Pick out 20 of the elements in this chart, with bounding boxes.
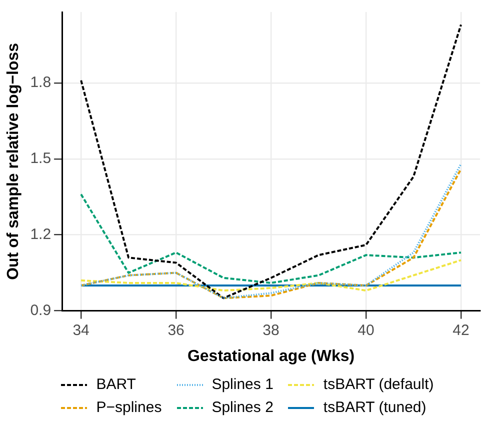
legend-label: tsBART (default): [323, 376, 434, 393]
y-tick-label: 1.5: [30, 150, 52, 168]
line-series: [80, 24, 462, 300]
y-tick-label: 1.8: [30, 74, 52, 92]
line-series: [80, 193, 462, 284]
x-tick-label: 38: [262, 322, 280, 339]
x-tick-label: 42: [452, 322, 470, 339]
x-axis-title: Gestational age (Wks): [187, 348, 355, 365]
legend-label: P−splines: [96, 399, 162, 416]
line-series: [80, 259, 462, 292]
legend-label: Splines 2: [212, 399, 274, 416]
legend-label: Splines 1: [212, 376, 274, 393]
x-tick-label: 36: [168, 322, 184, 339]
y-tick-label: 0.9: [30, 302, 52, 319]
y-tick-label: 1.2: [30, 226, 52, 243]
y-axis-title: Out of sample relative log−loss: [5, 42, 22, 280]
legend-label: tsBART (tuned): [323, 399, 426, 416]
legend-label: BART: [96, 376, 136, 393]
x-tick-label: 34: [72, 322, 90, 339]
x-tick-label: 40: [358, 322, 374, 339]
